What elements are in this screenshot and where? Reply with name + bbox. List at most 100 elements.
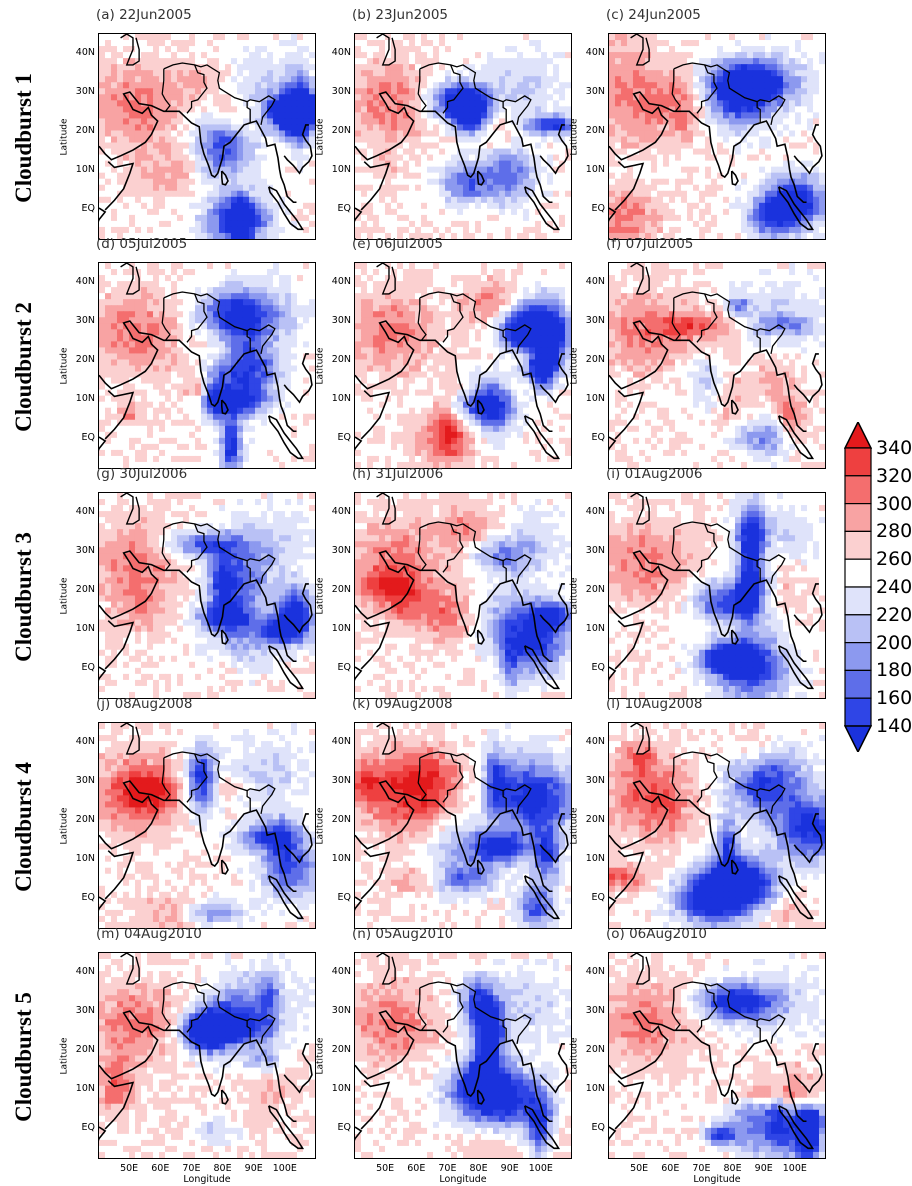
field-cells [355,953,571,1158]
lat-tick-label: 10N [585,622,605,634]
coastline [220,1089,229,1105]
border [502,790,507,812]
border [246,560,251,582]
panel-title: (o) 06Aug2010 [606,926,707,942]
coastline [793,583,823,634]
lat-tick-label: 30N [331,1004,351,1016]
coastline [220,629,229,645]
coastline [777,1105,815,1150]
lon-tick-label: 60E [407,1163,426,1174]
lat-tick-label: EQ [591,661,605,673]
lon-tick-label: 50E [630,1163,649,1174]
lat-tick-label: EQ [337,1121,351,1133]
latitude-axis-label: Latitude [314,566,328,626]
lat-tick-label: 30N [585,85,605,97]
lat-tick-label: 40N [585,505,605,517]
coastline [220,170,229,186]
latitude-axis-label: Latitude [58,336,72,396]
row-label-text: Cloudburst 3 [11,532,37,662]
lon-tick-label: 60E [661,1163,680,1174]
lat-tick-label: EQ [337,431,351,443]
lat-tick-label: 40N [75,275,95,287]
border [696,983,718,1033]
lon-tick-label: 50E [376,1163,395,1174]
latitude-axis-text: Latitude [570,806,581,845]
coastline [283,1043,313,1094]
lat-tick-label: EQ [591,202,605,214]
row-label-text: Cloudburst 1 [11,73,37,203]
latitude-axis-label: Latitude [568,336,582,396]
lon-tick-label: 90E [754,1163,773,1174]
border [673,62,786,126]
coastline [730,629,739,645]
map-panel [98,722,316,929]
lat-tick-label: 10N [585,163,605,175]
lon-tick-label: 90E [244,1163,263,1174]
field-cells [99,723,315,928]
coastline [523,186,561,231]
border [246,101,251,123]
lat-tick-label: 10N [75,1082,95,1094]
colorbar-min-triangle [844,725,872,752]
panel-title: (m) 04Aug2010 [96,926,202,942]
border [756,1020,761,1042]
coastline [355,320,553,433]
coastline [523,875,561,920]
caspian-coast [376,953,396,985]
latitude-axis-text: Latitude [60,346,71,385]
border [163,751,276,815]
coastline [777,415,815,460]
coastline [539,353,569,404]
lat-tick-label: 10N [585,392,605,404]
field-cells [355,723,571,928]
lat-tick-label: EQ [81,891,95,903]
latitude-axis-text: Latitude [60,117,71,156]
coastline [360,620,391,670]
colorbar-swatch [844,697,872,727]
lat-tick-label: 40N [75,735,95,747]
latitude-axis-label: Latitude [568,107,582,167]
coastline [476,629,485,645]
border [163,981,276,1045]
coastline [267,1105,305,1150]
olr-field [609,723,825,928]
coastline [104,390,135,440]
coastline [539,124,569,175]
coastline [355,780,553,893]
border [417,987,427,1031]
lon-tick-label: 80E [213,1163,232,1174]
border [442,293,464,343]
coastline [777,645,815,690]
olr-field [609,34,825,239]
caspian-coast [120,263,140,295]
coastline [609,91,807,204]
coastline [267,875,305,920]
latitude-axis-label: Latitude [314,796,328,856]
colorbar-swatch [844,586,872,616]
map-panel [354,722,572,929]
border [502,1020,507,1042]
panel-title: (g) 30Jul2006 [96,466,188,482]
lat-tick-label: 30N [75,85,95,97]
lat-tick-label: 10N [331,1082,351,1094]
lat-tick-label: 20N [331,583,351,595]
latitude-axis-text: Latitude [60,576,71,615]
lat-tick-label: 20N [585,813,605,825]
border [502,330,507,352]
colorbar-swatch [844,558,872,588]
coastline [220,399,229,415]
coastline [609,1126,617,1141]
olr-field [355,723,571,928]
border [673,751,786,815]
olr-field [355,34,571,239]
colorbar-swatch [844,530,872,560]
coastline [99,1126,107,1141]
coastline [777,875,815,920]
coastline [476,399,485,415]
coastline [267,645,305,690]
coastline [609,666,617,681]
coastline [793,124,823,175]
latitude-axis-label: Latitude [58,566,72,626]
lat-tick-label: 20N [75,124,95,136]
border [186,64,208,114]
